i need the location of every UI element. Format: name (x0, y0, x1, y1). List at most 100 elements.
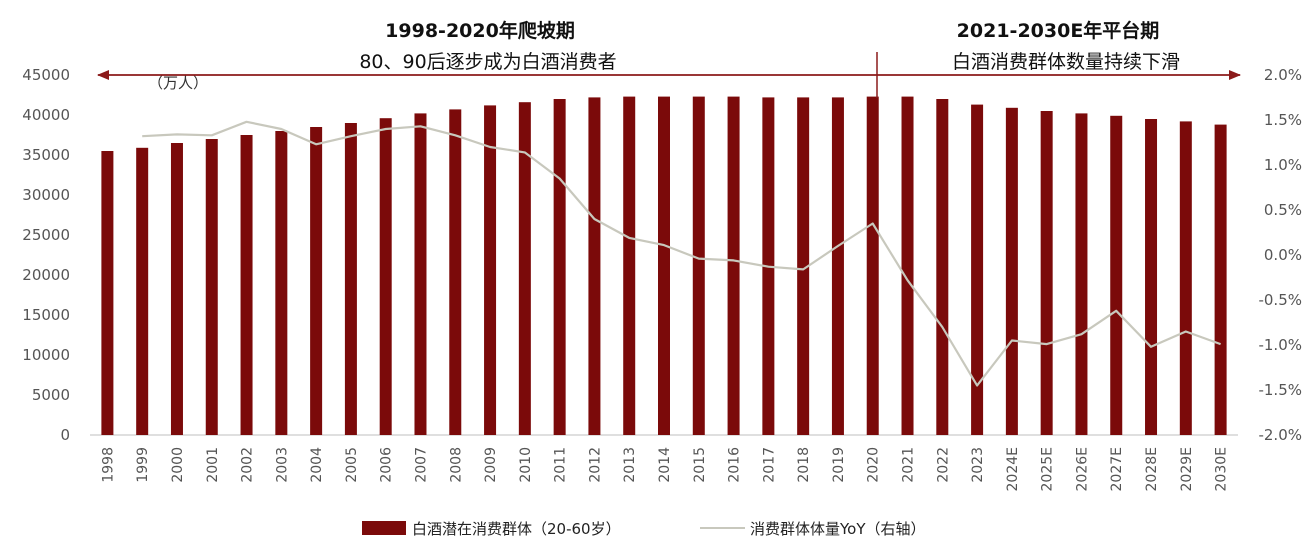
x-tick-label: 2029E (1179, 447, 1195, 491)
left-tick-label: 15000 (22, 306, 70, 324)
x-tick-label: 2027E (1109, 447, 1125, 491)
x-tick-label: 2022 (935, 447, 951, 483)
bar (101, 151, 114, 435)
right-tick-label: -1.5% (1258, 381, 1302, 399)
period2-title: 2021-2030E年平台期 (957, 19, 1160, 42)
bar (866, 96, 879, 435)
x-tick-label: 2016 (727, 447, 743, 483)
right-tick-label: 2.0% (1264, 66, 1302, 84)
x-tick-label: 2004 (309, 447, 325, 483)
bar (1075, 113, 1088, 436)
x-tick-label: 2020 (866, 447, 882, 483)
x-tick-label: 2007 (413, 447, 429, 483)
legend: 白酒潜在消费群体（20-60岁） 消费群体体量YoY（右轴） (362, 520, 926, 538)
x-axis-ticks: 1998 1999 2000 2001 2002 2003 2004 2005 2006 2007… (100, 447, 1229, 492)
bar (901, 96, 914, 435)
left-tick-label: 35000 (22, 146, 70, 164)
x-tick-label: 2024E (1005, 447, 1021, 491)
bar-series (101, 96, 1227, 436)
right-tick-label: 1.0% (1264, 156, 1302, 174)
x-tick-label: 2010 (518, 447, 534, 483)
bar (170, 143, 183, 435)
bar (623, 96, 636, 435)
left-tick-label: 25000 (22, 226, 70, 244)
bar (588, 97, 601, 436)
yoy-line (142, 120, 1221, 387)
x-tick-label: 2006 (379, 447, 395, 483)
x-tick-label: 2019 (831, 447, 847, 483)
bar (310, 127, 323, 435)
bar (414, 113, 427, 436)
period1-subtitle: 80、90后逐步成为白酒消费者 (359, 51, 616, 73)
bar (727, 96, 740, 435)
bar (1005, 107, 1018, 436)
bar (518, 102, 531, 435)
bar (484, 105, 497, 436)
right-tick-label: -1.0% (1258, 336, 1302, 354)
line-series (142, 120, 1221, 387)
right-tick-label: -0.5% (1258, 291, 1302, 309)
right-tick-label: 0.5% (1264, 201, 1302, 219)
bar (275, 131, 288, 435)
x-tick-label: 2002 (240, 447, 256, 483)
left-tick-label: 45000 (22, 66, 70, 84)
x-tick-label: 2009 (483, 447, 499, 483)
x-tick-label: 2030E (1214, 447, 1230, 491)
left-tick-label: 0 (60, 426, 70, 444)
x-tick-label: 2012 (587, 447, 603, 483)
bar (831, 97, 844, 436)
bar (449, 109, 462, 436)
right-tick-label: 1.5% (1264, 111, 1302, 129)
bar (692, 96, 705, 435)
x-tick-label: 2001 (205, 447, 221, 483)
x-tick-label: 2025E (1040, 447, 1056, 491)
bar (1110, 115, 1123, 436)
x-tick-label: 2015 (692, 447, 708, 483)
right-tick-label: 0.0% (1264, 246, 1302, 264)
left-tick-label: 40000 (22, 106, 70, 124)
left-tick-label: 10000 (22, 346, 70, 364)
x-tick-label: 2000 (170, 447, 186, 483)
left-tick-label: 5000 (32, 386, 70, 404)
left-tick-label: 20000 (22, 266, 70, 284)
x-tick-label: 2017 (761, 447, 777, 483)
bar (379, 118, 392, 435)
x-tick-label: 2005 (344, 447, 360, 483)
bar (971, 104, 984, 435)
legend-bar-label: 白酒潜在消费群体（20-60岁） (412, 520, 621, 538)
x-tick-label: 2018 (796, 447, 812, 483)
x-tick-label: 2028E (1144, 447, 1160, 491)
right-tick-label: -2.0% (1258, 426, 1302, 444)
x-tick-label: 2013 (622, 447, 638, 483)
x-tick-label: 2011 (553, 447, 569, 483)
bar (936, 99, 949, 435)
left-axis-ticks: 0 5000 10000 15000 20000 25000 30000 35000 40000… (22, 66, 70, 444)
x-tick-label: 1998 (100, 447, 116, 483)
bar (205, 139, 218, 435)
bar (1214, 124, 1227, 435)
right-axis-ticks: -2.0% -1.5% -1.0% -0.5% 0.0% 0.5% 1.0% 1.5% 2.0% (1258, 66, 1302, 444)
bar (1145, 119, 1158, 435)
bar (136, 147, 149, 436)
bar (658, 96, 670, 435)
bar (1040, 111, 1053, 435)
legend-line-label: 消费群体体量YoY（右轴） (750, 520, 926, 538)
bar (797, 97, 810, 436)
legend-bar-swatch (362, 521, 406, 535)
x-tick-label: 2014 (657, 447, 673, 483)
bar (1179, 121, 1192, 436)
bar (344, 123, 357, 435)
x-tick-label: 2023 (970, 447, 986, 483)
period2-subtitle: 白酒消费群体数量持续下滑 (952, 51, 1180, 73)
left-axis-unit: （万人） (148, 74, 208, 92)
x-tick-label: 2008 (448, 447, 464, 483)
x-tick-label: 2021 (901, 447, 917, 483)
bar (553, 99, 566, 435)
left-tick-label: 30000 (22, 186, 70, 204)
x-tick-label: 2026E (1074, 447, 1090, 491)
x-tick-label: 2003 (274, 447, 290, 483)
bar (240, 135, 253, 435)
period1-title: 1998-2020年爬坡期 (385, 19, 575, 42)
x-tick-label: 1999 (135, 447, 151, 483)
